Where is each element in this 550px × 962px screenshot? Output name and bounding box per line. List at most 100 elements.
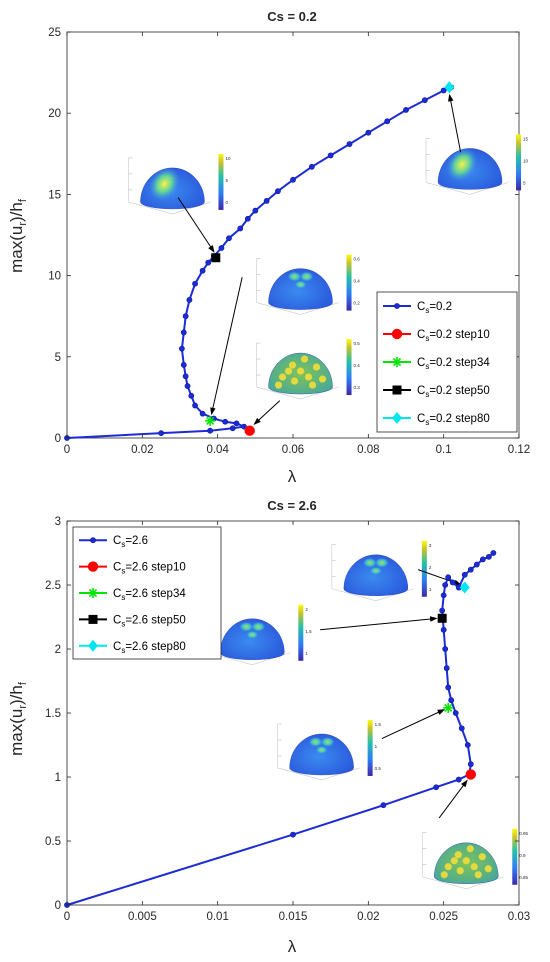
dome-hotspot bbox=[239, 621, 254, 632]
colorbar-tick-label: 0.4 bbox=[354, 279, 361, 284]
step-marker bbox=[205, 415, 216, 426]
inset-colorbar bbox=[218, 153, 224, 210]
arrow-head bbox=[210, 407, 216, 416]
dome-hotspot bbox=[149, 167, 180, 201]
data-point bbox=[186, 297, 193, 303]
x-tick-label: 0.08 bbox=[357, 444, 379, 456]
inset-surface-plot: 0.6 0.4 0.2 bbox=[256, 254, 361, 315]
annotation-arrow bbox=[210, 277, 243, 416]
data-point bbox=[252, 207, 259, 214]
dome-hotspot bbox=[246, 630, 259, 639]
dome-spot bbox=[288, 361, 297, 369]
data-point bbox=[275, 188, 281, 195]
dome-spot bbox=[318, 375, 327, 383]
data-point bbox=[207, 427, 214, 434]
legend-label-sub: s bbox=[121, 540, 125, 549]
dome-spot bbox=[284, 367, 293, 375]
dome-spot bbox=[466, 845, 474, 853]
dome-spot bbox=[304, 373, 313, 381]
y-tick-label: 0 bbox=[55, 433, 61, 445]
dome-spot bbox=[274, 381, 283, 389]
tick-group: 0 0.005 0.01 0.015 0.02 0.025 0.03 0 0.5 1 1.5 2 2.5… bbox=[45, 516, 530, 923]
legend-label: Cs=2.6 step34 bbox=[113, 588, 186, 602]
legend-label-sub: s bbox=[121, 619, 125, 628]
data-point bbox=[439, 607, 446, 614]
x-tick-label: 0.01 bbox=[206, 911, 228, 923]
annotation-arrow bbox=[438, 779, 468, 819]
data-point bbox=[229, 425, 236, 432]
colorbar-tick-label: 0.4 bbox=[354, 363, 361, 368]
legend-label-base: C bbox=[113, 641, 121, 653]
data-point bbox=[158, 430, 165, 437]
x-tick-label: 0.1 bbox=[436, 444, 452, 456]
asterisk-stroke bbox=[206, 416, 215, 426]
legend-label: Cs=0.2 step10 bbox=[417, 329, 490, 343]
dome-spot bbox=[462, 857, 470, 865]
data-point bbox=[263, 197, 270, 204]
x-tick-label: 0.015 bbox=[279, 911, 308, 923]
legend-label-rest: =0.2 bbox=[429, 301, 452, 313]
arrow-head bbox=[448, 93, 454, 102]
legend-label-base: C bbox=[417, 385, 425, 397]
legend-label-sub: s bbox=[425, 390, 429, 399]
colorbar-tick-label: 0.6 bbox=[354, 257, 361, 262]
step-marker bbox=[88, 639, 98, 652]
dome-spot bbox=[440, 871, 448, 879]
dome-spot bbox=[456, 867, 464, 875]
data-point bbox=[290, 176, 296, 183]
data-point bbox=[218, 245, 225, 251]
step-marker bbox=[392, 412, 402, 424]
arrow-head bbox=[437, 709, 446, 715]
arrow-shaft bbox=[212, 277, 243, 409]
y-axis-label: max(ur)/hf bbox=[7, 681, 29, 756]
y-tick-label: 0.5 bbox=[45, 836, 61, 848]
inset-colorbar bbox=[346, 339, 352, 396]
asterisk-stroke bbox=[392, 357, 402, 367]
y-axis-label-a: max(u bbox=[7, 709, 26, 756]
data-point bbox=[192, 280, 198, 287]
dome-spot bbox=[296, 367, 305, 375]
inset-colorbar bbox=[421, 540, 427, 597]
y-tick-label: 1 bbox=[55, 772, 61, 784]
legend-label-sub: s bbox=[425, 306, 429, 315]
x-tick-label: 0.06 bbox=[282, 444, 304, 456]
legend-label-base: C bbox=[113, 535, 121, 547]
colorbar-tick-label: 2 bbox=[305, 607, 308, 612]
legend-label: Cs=2.6 step10 bbox=[113, 562, 186, 576]
legend-label-rest: =2.6 bbox=[125, 535, 148, 547]
legend-label: Cs=0.2 bbox=[417, 301, 452, 315]
step-marker bbox=[443, 702, 454, 713]
dome-hotspot bbox=[308, 736, 323, 747]
dome-surface bbox=[220, 618, 285, 660]
y-axis-label-sub1: r bbox=[17, 222, 29, 226]
inset-surface-plot: 15 10 5 bbox=[425, 134, 529, 195]
data-point bbox=[479, 556, 486, 563]
data-point bbox=[290, 831, 296, 838]
legend-label-rest: =0.2 step50 bbox=[429, 385, 489, 397]
y-tick-label: 2.5 bbox=[45, 580, 61, 592]
dome-spot bbox=[450, 857, 458, 865]
inset-colorbar bbox=[512, 828, 518, 885]
y-tick-label: 15 bbox=[48, 189, 61, 201]
data-point bbox=[182, 313, 189, 320]
data-point bbox=[442, 646, 449, 652]
x-tick-label: 0.04 bbox=[206, 444, 229, 456]
data-point bbox=[467, 566, 474, 573]
asterisk-stroke bbox=[88, 588, 98, 598]
data-point bbox=[445, 684, 452, 691]
legend-label-rest: =2.6 step50 bbox=[125, 614, 185, 626]
step-marker bbox=[392, 357, 402, 367]
colorbar-tick-label: 15 bbox=[523, 136, 529, 141]
y-tick-label: 20 bbox=[48, 108, 61, 120]
data-point bbox=[233, 420, 240, 427]
colorbar-tick-label: 5 bbox=[523, 180, 526, 185]
x-tick-label: 0.12 bbox=[508, 444, 530, 456]
colorbar-tick-label: 0.5 bbox=[375, 766, 382, 771]
dome-hotspot bbox=[299, 271, 314, 282]
colorbar-tick-label: 0 bbox=[225, 200, 228, 205]
legend-label-rest: =0.2 step10 bbox=[429, 329, 489, 341]
step-marker bbox=[87, 561, 99, 572]
step-marker bbox=[88, 614, 98, 624]
